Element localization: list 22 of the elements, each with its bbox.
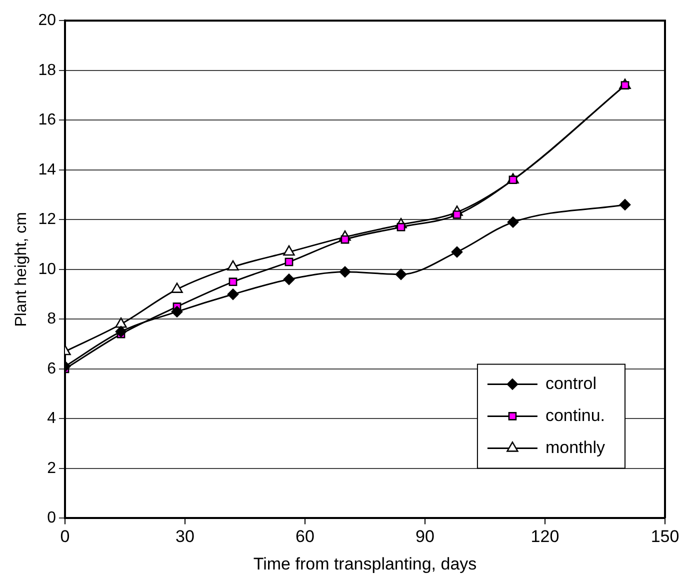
y-tick-label: 14 — [38, 161, 56, 178]
x-tick-label: 90 — [416, 527, 434, 546]
y-tick-label: 10 — [38, 260, 56, 278]
y-tick-label: 20 — [38, 12, 56, 30]
y-tick-label: 18 — [38, 62, 56, 79]
x-tick-label: 0 — [60, 527, 70, 546]
y-tick-label: 16 — [38, 112, 56, 129]
y-tick-label: 0 — [47, 510, 56, 527]
x-tick-label: 30 — [176, 527, 194, 546]
y-tick-label: 2 — [47, 460, 56, 477]
y-axis-title: Plant height, cm — [13, 212, 30, 327]
x-tick-label: 150 — [650, 527, 680, 546]
x-tick-label: 120 — [530, 527, 560, 546]
x-tick-label: 60 — [296, 527, 314, 546]
legend-label: continu. — [545, 406, 606, 425]
y-tick-label: 4 — [47, 410, 56, 428]
y-tick-label: 12 — [38, 211, 56, 228]
y-tick-label: 6 — [47, 360, 56, 378]
y-tick-label: 8 — [47, 310, 56, 328]
x-axis-title: Time from transplanting, days — [253, 554, 477, 574]
legend-label: monthly — [545, 438, 606, 457]
legend-label: control — [545, 374, 596, 393]
